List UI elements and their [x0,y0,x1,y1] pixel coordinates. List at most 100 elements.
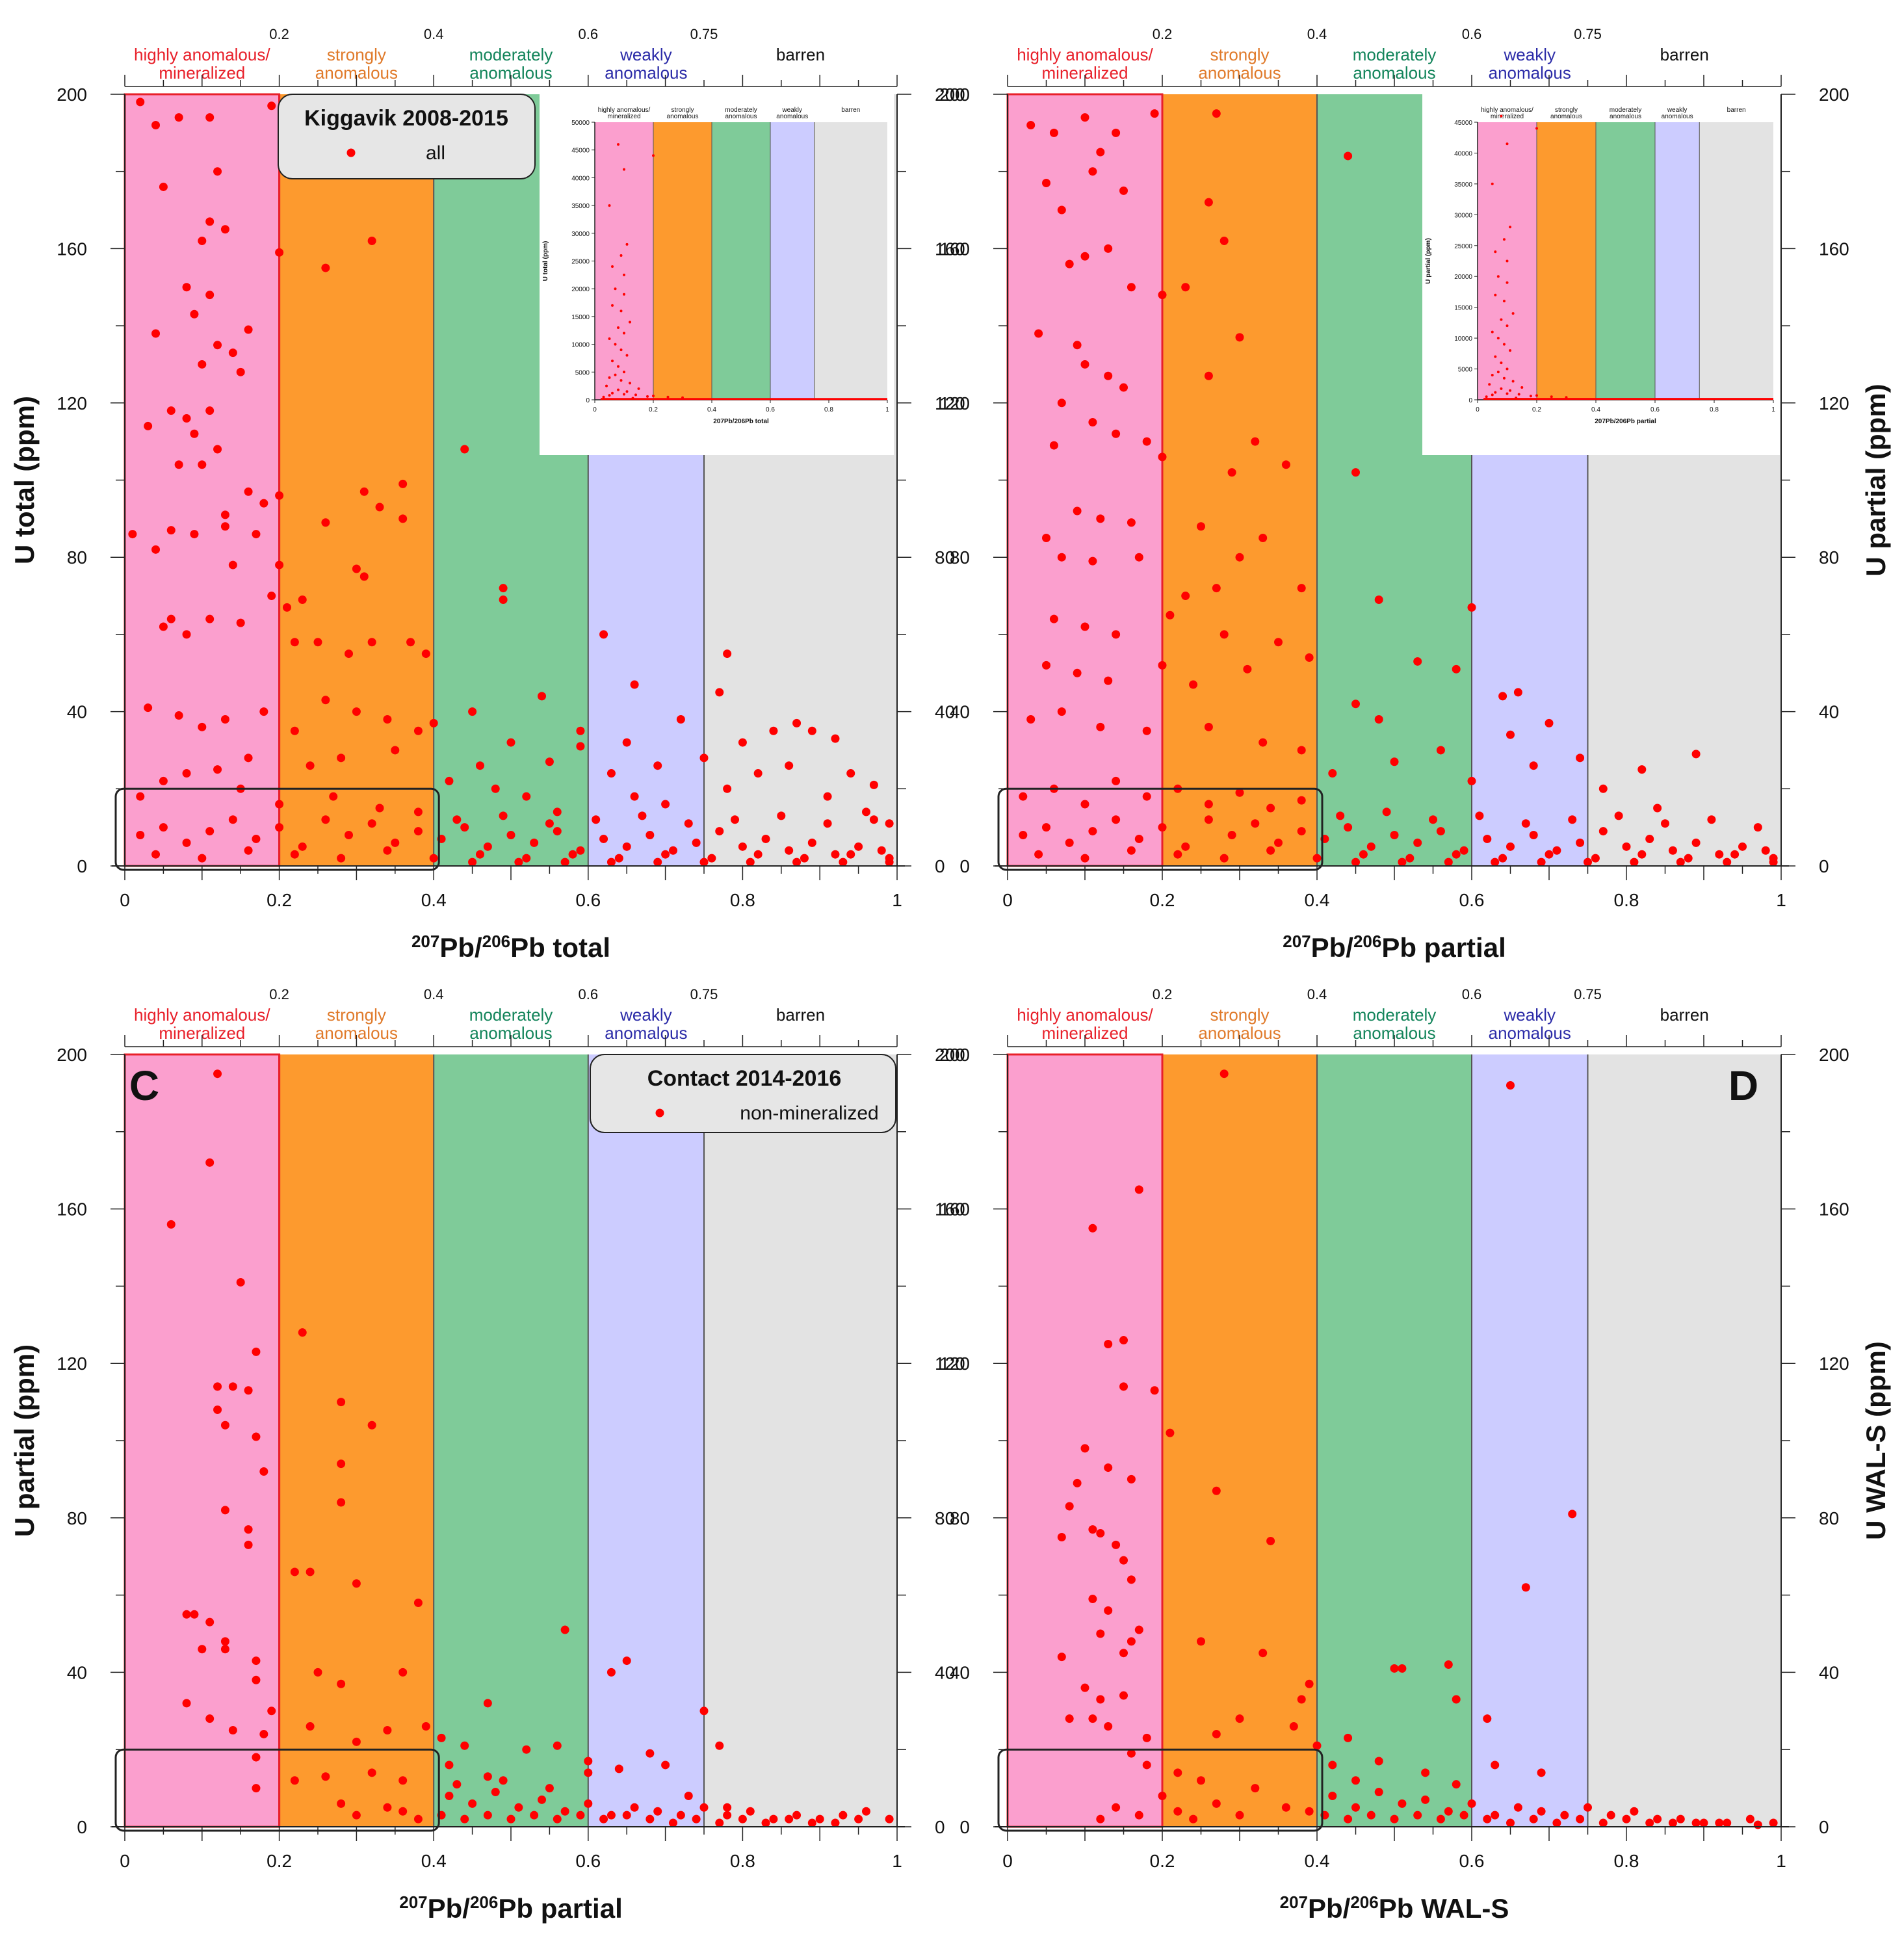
scatter-point [275,823,284,832]
scatter-point [1545,718,1554,727]
inset-x-tick-label: 1 [1771,406,1775,413]
scatter-point [1112,128,1121,137]
scatter-point [144,703,153,713]
scatter-point [769,726,778,735]
inset-point [611,391,614,395]
scatter-point [267,592,276,601]
inset-y-tick-label: 40000 [571,175,590,182]
scatter-point [1390,1664,1399,1673]
y-tick-label: 160 [57,239,87,259]
scatter-point [1158,452,1167,462]
scatter-point [599,630,608,639]
scatter-point [1351,857,1360,867]
scatter-point [777,811,786,820]
scatter-point [367,1768,376,1777]
scatter-point [306,761,315,770]
scatter-point [252,1753,261,1762]
scatter-point [1096,1814,1105,1824]
zone-boundary-label: 0.75 [1574,26,1602,42]
inset-point [1506,259,1509,263]
scatter-point [1088,1595,1097,1604]
y-tick-label-right: 0 [1819,856,1829,876]
scatter-point [159,182,168,191]
scatter-point [1459,1811,1468,1820]
scatter-point [1080,113,1089,122]
y-tick-label-right: 120 [935,393,965,413]
zone-boundary-label: 0.75 [690,26,718,42]
scatter-point [1691,1818,1701,1827]
scatter-point [1096,148,1105,157]
scatter-point [275,560,284,569]
inset-point [617,143,619,146]
scatter-point [1096,514,1105,523]
scatter-point [1281,460,1290,469]
scatter-point [1243,664,1252,674]
scatter-point [252,1675,261,1684]
scatter-point [1366,1811,1376,1820]
scatter-point [846,850,855,859]
scatter-point [151,850,161,859]
scatter-point [413,827,423,836]
y-tick-label: 0 [959,856,970,876]
scatter-point [220,225,229,234]
x-tick-label: 1 [1776,1851,1786,1871]
scatter-point [321,263,330,272]
scatter-point [220,522,229,531]
scatter-point [1467,1799,1476,1808]
inset-point [652,395,655,398]
scatter-point [1158,1791,1167,1800]
scatter-point [383,1726,392,1734]
scatter-point [1189,680,1198,689]
inset-y-tick-label: 10000 [1454,335,1472,343]
scatter-point [792,1811,802,1820]
scatter-point [1142,437,1151,446]
y-tick-label-right: 0 [1819,1817,1829,1837]
scatter-point [560,1625,569,1634]
x-tick-label: 1 [892,890,902,910]
scatter-point [1057,553,1066,562]
scatter-point [220,714,229,724]
x-label-part: Pb/ [1308,1893,1351,1924]
scatter-point [321,815,330,824]
scatter-point [1513,688,1522,697]
scatter-point [522,1745,531,1754]
zone-band [279,1054,434,1827]
legend-entry: all [426,142,445,164]
scatter-point [606,1811,616,1820]
scatter-point [1351,1776,1360,1785]
scatter-point [267,101,276,111]
scatter-point [205,1617,215,1627]
scatter-point [1197,1776,1205,1785]
scatter-point [1080,854,1089,863]
scatter-point [275,248,284,257]
scatter-point [699,1707,709,1716]
x-tick-label: 0.4 [1305,890,1330,910]
scatter-point [182,414,191,423]
inset-zone-band [653,122,712,400]
scatter-point [298,1328,307,1337]
scatter-point [213,167,222,176]
scatter-point [345,649,354,659]
isotope-superscript: 207 [1280,1892,1308,1912]
scatter-point [1529,1814,1538,1824]
scatter-point [1173,1768,1182,1777]
scatter-point [545,819,554,828]
scatter-point [228,815,237,824]
y-tick-label: 120 [939,1354,970,1374]
scatter-point [1506,842,1515,851]
scatter-point [1699,1818,1708,1827]
inset-zone-label: highly anomalous/ [598,107,651,114]
inset-point [608,376,611,379]
scatter-point [1080,360,1089,369]
y-tick-label-right: 120 [1819,1354,1849,1374]
scatter-point [182,1610,191,1619]
scatter-point [174,460,183,469]
x-tick-label: 0.6 [575,890,601,910]
scatter-point [220,1645,229,1654]
inset-zone-label: mineralized [1491,113,1524,120]
inset-point [1502,300,1506,303]
scatter-point [592,815,601,824]
scatter-point [1127,518,1136,527]
scatter-point [337,854,346,863]
inset-point [1511,312,1515,315]
